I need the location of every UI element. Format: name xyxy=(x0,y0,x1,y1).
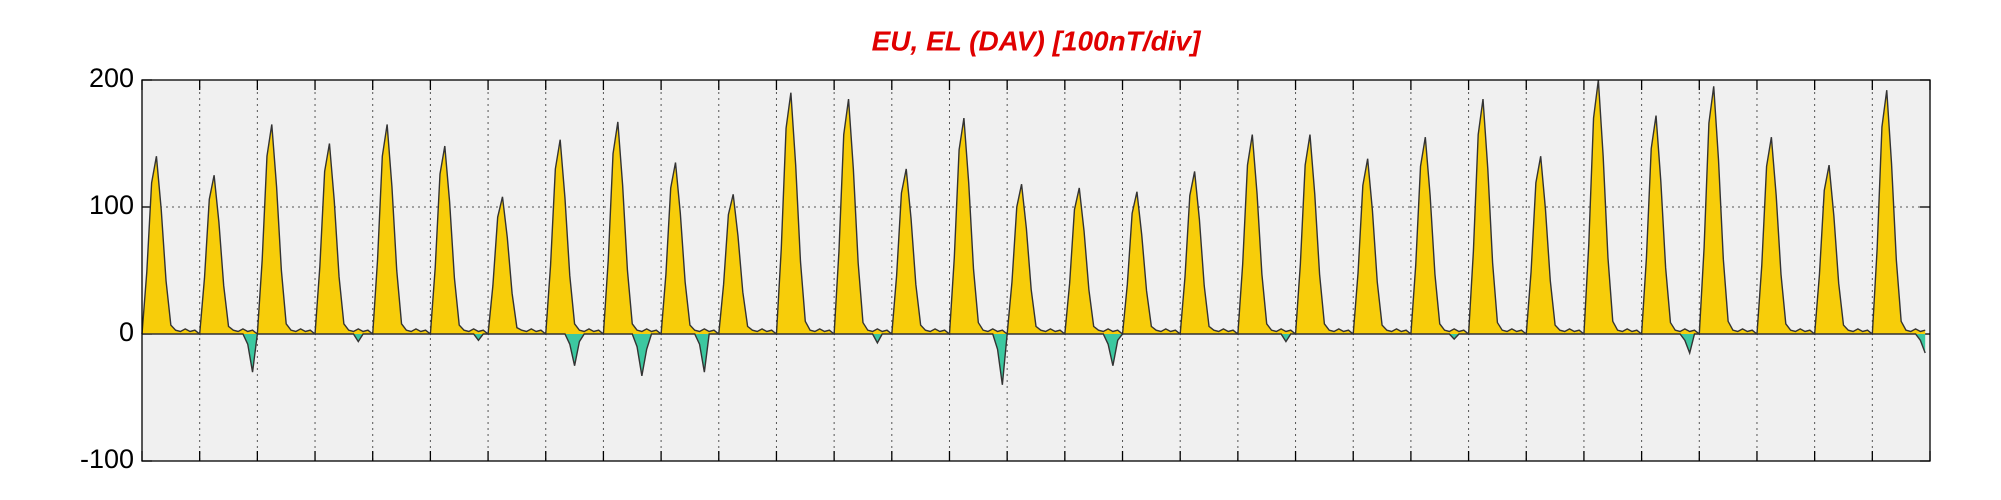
y-tick-label: -100 xyxy=(80,444,134,474)
area-line xyxy=(141,79,1926,336)
area-line xyxy=(142,333,1926,385)
plot-frame xyxy=(141,79,1931,462)
chart-title: EU, EL (DAV) [100nT/div] xyxy=(872,25,1202,56)
area-fill xyxy=(142,80,1926,334)
y-tick-label: 100 xyxy=(89,190,134,220)
y-tick-label: 0 xyxy=(119,317,134,347)
y-tick-label: 200 xyxy=(89,63,134,93)
